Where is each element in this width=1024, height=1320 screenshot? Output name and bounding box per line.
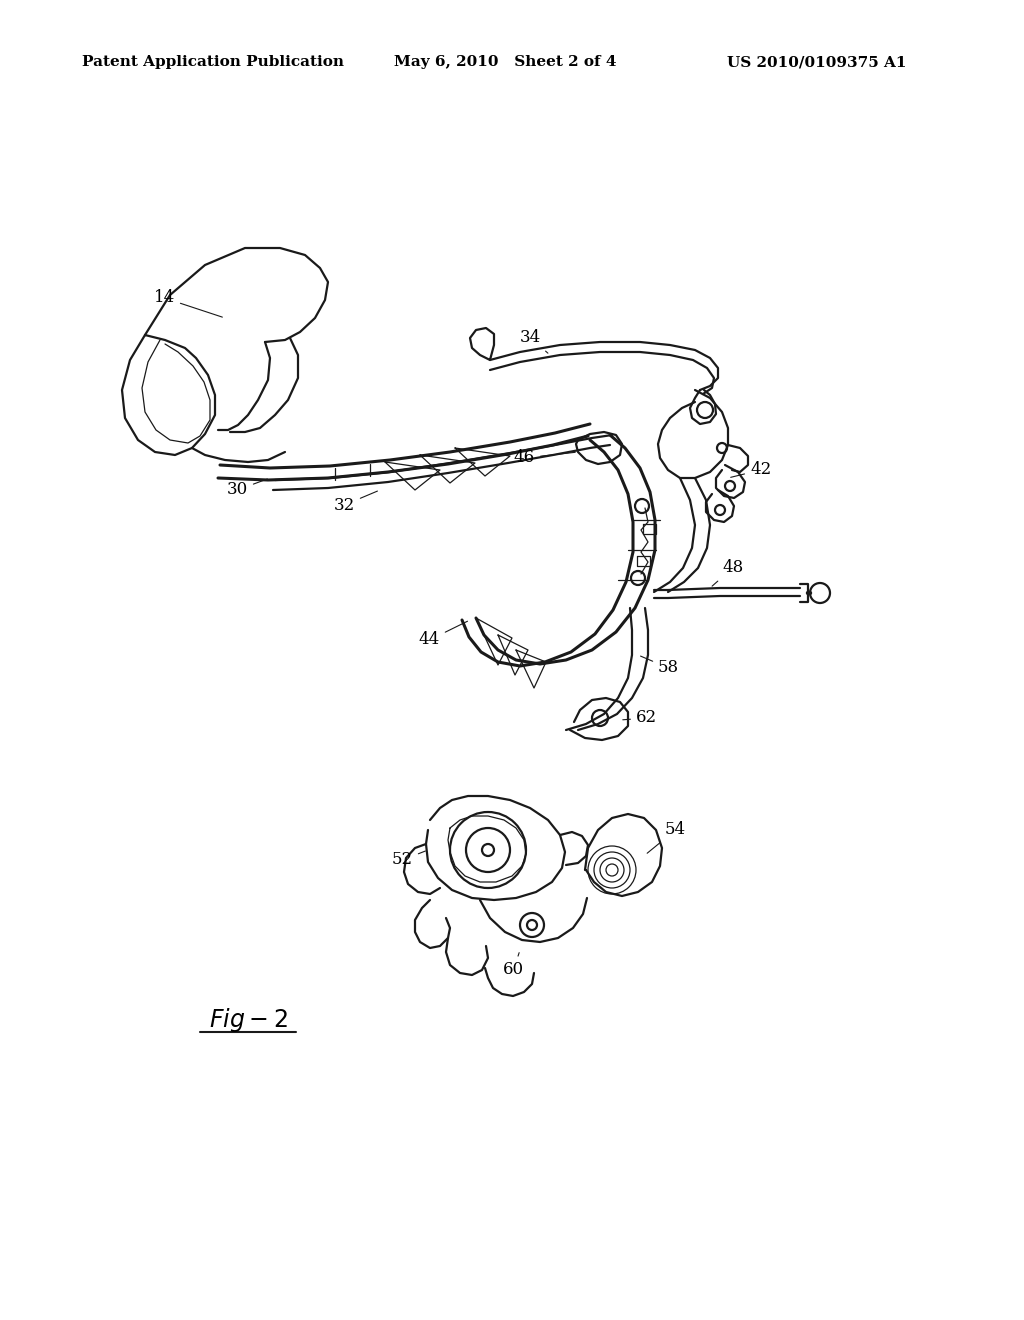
Text: 48: 48 <box>712 560 743 586</box>
Text: May 6, 2010   Sheet 2 of 4: May 6, 2010 Sheet 2 of 4 <box>394 55 616 70</box>
Text: 62: 62 <box>623 710 657 726</box>
Text: 60: 60 <box>503 953 524 978</box>
Text: 58: 58 <box>641 656 679 676</box>
Text: 54: 54 <box>647 821 686 853</box>
Text: 44: 44 <box>419 622 468 648</box>
Text: US 2010/0109375 A1: US 2010/0109375 A1 <box>727 55 906 70</box>
Text: 14: 14 <box>154 289 222 317</box>
Text: 46: 46 <box>514 450 575 466</box>
Text: 34: 34 <box>520 330 548 354</box>
Text: 30: 30 <box>226 479 267 499</box>
Text: 52: 52 <box>392 851 425 869</box>
Text: $\it{Fig-2}$: $\it{Fig-2}$ <box>209 1006 288 1034</box>
Text: Patent Application Publication: Patent Application Publication <box>82 55 344 70</box>
Text: 32: 32 <box>334 491 378 513</box>
Text: 42: 42 <box>731 462 771 479</box>
